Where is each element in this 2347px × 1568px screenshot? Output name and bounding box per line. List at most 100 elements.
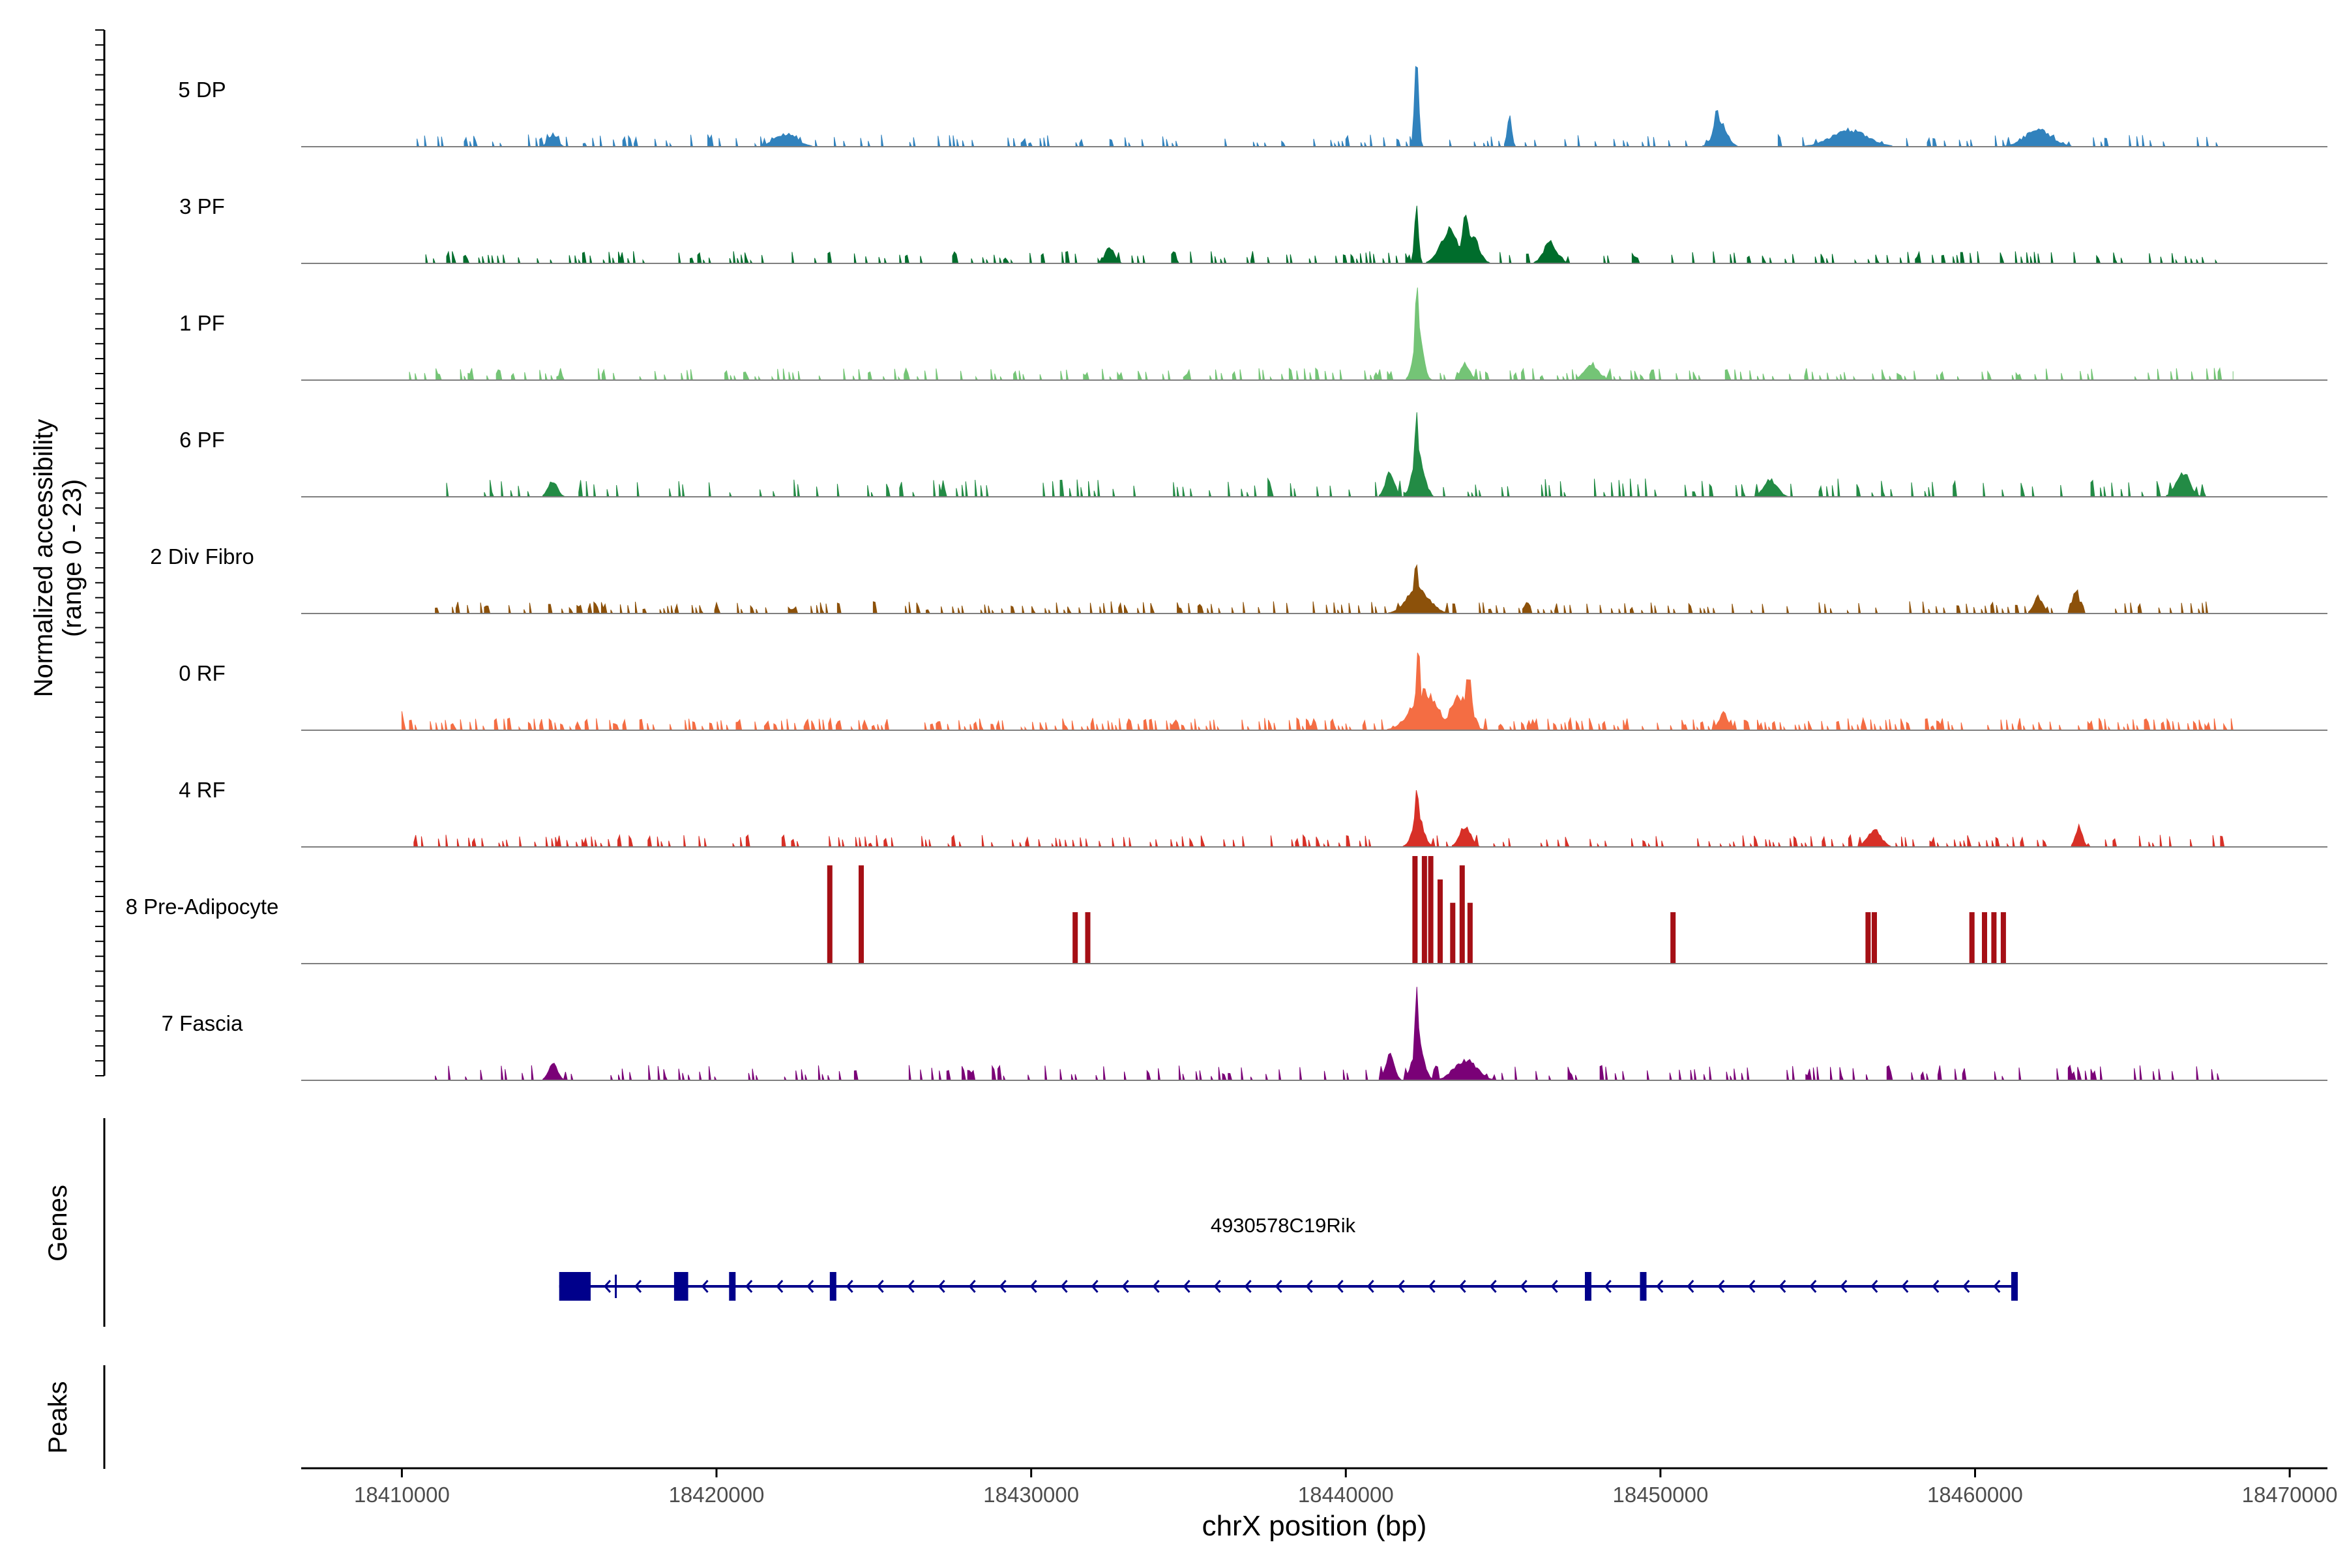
- x-axis-title: chrX position (bp): [1202, 1510, 1427, 1542]
- strand-arrow: [1809, 1280, 1817, 1293]
- track-1-pf: 1 PF: [179, 287, 2327, 381]
- strand-arrow: [1458, 1280, 1466, 1293]
- strand-arrow: [1489, 1280, 1497, 1293]
- tracks-ylabel-line2: (range 0 - 23): [58, 479, 87, 637]
- track-6-pf: 6 PF: [179, 412, 2327, 497]
- strand-arrow: [1901, 1280, 1909, 1293]
- track-coverage: [446, 412, 2207, 497]
- x-tick-label: 18460000: [1927, 1483, 2023, 1507]
- strand-arrow: [876, 1280, 884, 1293]
- strand-arrow: [907, 1280, 915, 1293]
- strand-arrow: [1183, 1280, 1190, 1293]
- strand-arrow: [1121, 1280, 1129, 1293]
- track-spike: [1982, 912, 1987, 964]
- track-label: 1 PF: [179, 311, 225, 335]
- track-label: 2 Div Fibro: [150, 544, 254, 569]
- strand-arrow: [1060, 1280, 1068, 1293]
- track-spike: [859, 865, 864, 964]
- strand-arrow: [1687, 1280, 1694, 1293]
- x-tick-label: 18430000: [983, 1483, 1079, 1507]
- track-spike: [2000, 912, 2006, 964]
- track-spike: [1991, 912, 1997, 964]
- strand-arrow: [1244, 1280, 1252, 1293]
- strand-arrow: [745, 1280, 753, 1293]
- strand-arrow: [776, 1280, 784, 1293]
- track-spike: [1872, 912, 1877, 964]
- strand-arrow: [1336, 1280, 1344, 1293]
- gene-exon: [729, 1272, 736, 1301]
- strand-arrow: [968, 1280, 976, 1293]
- x-tick-label: 18420000: [669, 1483, 765, 1507]
- gene-exon: [1640, 1272, 1647, 1301]
- strand-arrow: [1152, 1280, 1160, 1293]
- track-2-div-fibro: 2 Div Fibro: [150, 544, 2327, 614]
- track-spike: [1421, 856, 1427, 964]
- tracks-y-axis-ticks: [95, 29, 104, 1076]
- track-label: 5 DP: [178, 78, 226, 102]
- track-spike: [1670, 912, 1676, 964]
- x-tick-label: 18450000: [1612, 1483, 1708, 1507]
- track-0-rf: 0 RF: [179, 652, 2327, 731]
- track-spike: [1438, 879, 1443, 964]
- strand-arrow: [603, 1280, 612, 1293]
- track-coverage: [435, 564, 2209, 614]
- strand-arrow: [1604, 1280, 1612, 1293]
- tracks: 5 DP 3 PF 1 PF 6 PF 2 Div Fibro 0 RF 4 RF 8 Pre…: [126, 66, 2327, 1081]
- track-spike: [1085, 912, 1091, 964]
- gene-exon: [829, 1272, 836, 1301]
- strand-arrow: [937, 1280, 945, 1293]
- strand-arrow: [1656, 1280, 1664, 1293]
- strand-arrow: [1717, 1280, 1725, 1293]
- strand-arrow: [1870, 1280, 1878, 1293]
- strand-arrow: [1275, 1280, 1282, 1293]
- track-8-pre-adipocyte: 8 Pre-Adipocyte: [126, 856, 2327, 964]
- strand-arrow: [1428, 1280, 1436, 1293]
- track-label: 3 PF: [179, 194, 225, 218]
- strand-arrow: [1213, 1280, 1221, 1293]
- track-5-dp: 5 DP: [178, 66, 2327, 147]
- gene-track: [559, 1272, 2018, 1301]
- track-spike: [1072, 912, 1078, 964]
- track-spike: [1459, 865, 1465, 964]
- gene-exon: [2011, 1272, 2018, 1301]
- gene-exon: [1585, 1272, 1591, 1301]
- track-spike: [1450, 902, 1456, 964]
- genes-label: Genes: [44, 1185, 72, 1262]
- track-coverage: [401, 652, 2234, 731]
- strand-arrow: [1305, 1280, 1313, 1293]
- track-label: 4 RF: [179, 778, 226, 802]
- strand-arrow: [1366, 1280, 1374, 1293]
- strand-arrow: [1840, 1280, 1848, 1293]
- x-tick-label: 18440000: [1298, 1483, 1394, 1507]
- track-coverage: [409, 287, 2234, 381]
- tracks-ylabel-line1: Normalized accessibility: [29, 419, 58, 698]
- track-spike: [1412, 856, 1418, 964]
- gene-name-label: 4930578C19Rik: [1211, 1214, 1356, 1237]
- strand-arrow: [1520, 1280, 1528, 1293]
- x-axis-ticks: 18410000 18420000 18430000 18440000 18450000…: [354, 1468, 2338, 1507]
- track-coverage: [413, 790, 2225, 848]
- track-label: 8 Pre-Adipocyte: [126, 895, 279, 919]
- x-tick-label: 18410000: [354, 1483, 450, 1507]
- strand-arrow: [999, 1280, 1007, 1293]
- track-label: 7 Fascia: [162, 1011, 243, 1035]
- strand-arrow: [1550, 1280, 1558, 1293]
- track-3-pf: 3 PF: [179, 194, 2327, 264]
- strand-arrow: [1962, 1280, 1970, 1293]
- strand-arrow: [1397, 1280, 1405, 1293]
- track-label: 6 PF: [179, 428, 225, 452]
- track-coverage: [435, 986, 2220, 1081]
- peaks-label: Peaks: [44, 1381, 72, 1453]
- strand-arrow: [1779, 1280, 1786, 1293]
- track-7-fascia: 7 Fascia: [162, 986, 2327, 1081]
- strand-arrow: [1029, 1280, 1037, 1293]
- strand-arrow: [701, 1280, 709, 1293]
- track-spike: [827, 865, 833, 964]
- strand-arrow: [806, 1280, 814, 1293]
- strand-arrow: [846, 1280, 853, 1293]
- track-label: 0 RF: [179, 661, 226, 685]
- track-coverage: [425, 205, 2218, 264]
- track-4-rf: 4 RF: [179, 778, 2327, 848]
